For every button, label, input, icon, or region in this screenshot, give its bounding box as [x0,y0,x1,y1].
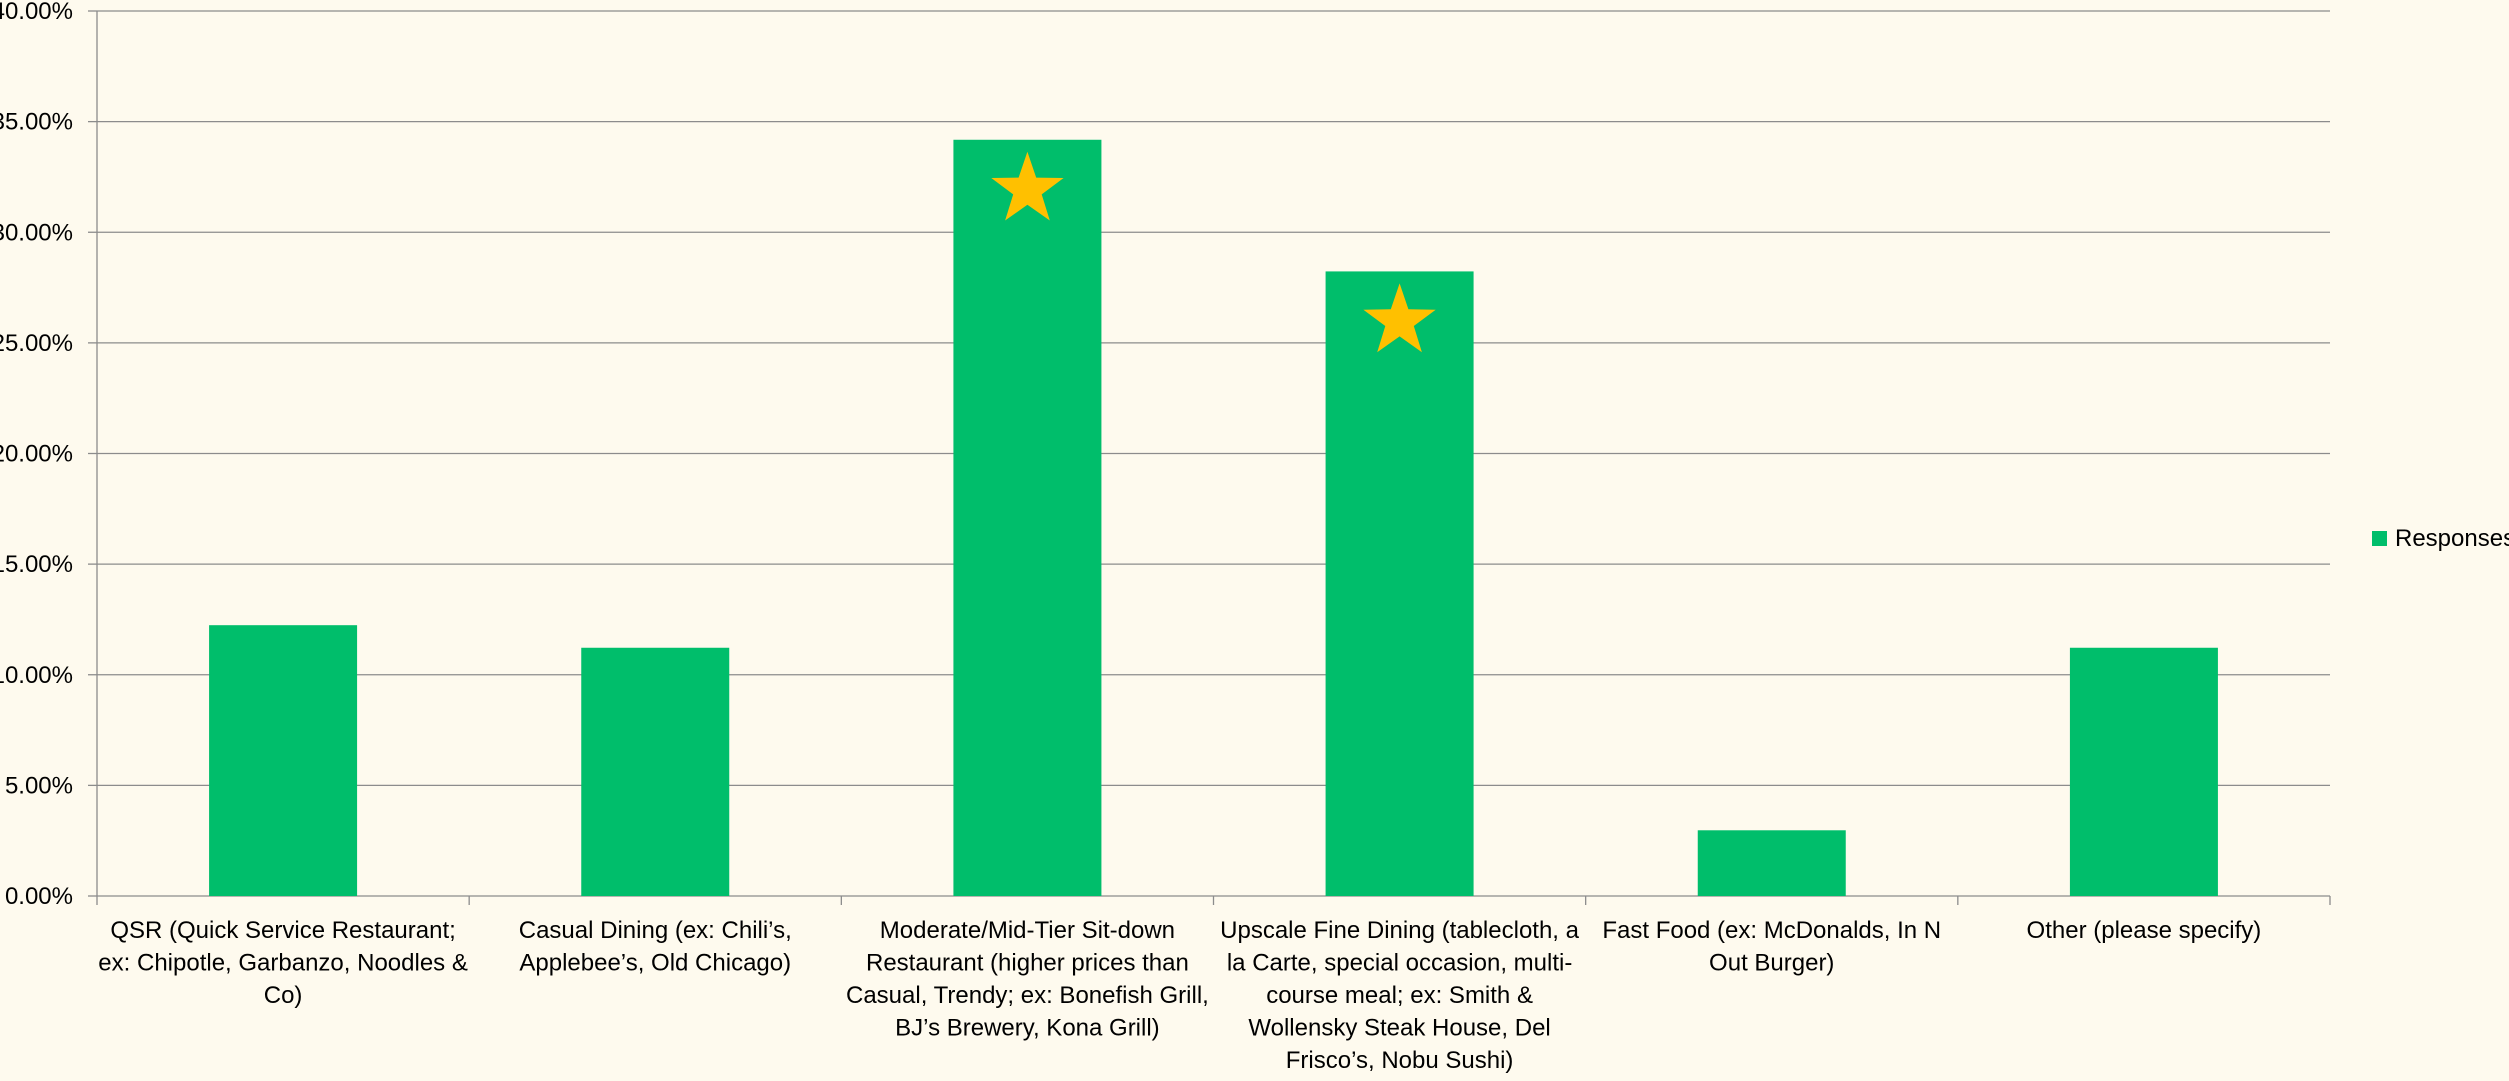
y-tick-label: 0.00% [5,883,73,910]
x-tick-label-line: Fast Food (ex: McDonalds, In N [1602,917,1941,944]
y-tick-label: 25.00% [0,330,73,357]
bar [1325,271,1474,896]
x-tick-label: Fast Food (ex: McDonalds, In N Out Burger… [1602,917,1941,977]
y-tick-label: 35.00% [0,109,73,136]
x-tick-label-line: Co) [264,982,303,1009]
x-tick-label-line: course meal; ex: Smith & [1266,982,1533,1009]
y-tick-label: 5.00% [5,772,73,799]
x-tick-label-line: Casual Dining (ex: Chili’s, [519,917,792,944]
y-tick-label: 30.00% [0,219,73,246]
legend-swatch [2372,531,2387,546]
x-tick-label-line: Wollensky Steak House, Del [1248,1015,1550,1042]
highlight-markers [991,151,1436,353]
gridlines [97,10,2330,787]
bar [2069,647,2218,896]
x-tick-label-line: Out Burger) [1709,950,1834,977]
legend: Responses [2372,525,2509,552]
x-tick-label-line: Applebee’s, Old Chicago) [519,950,791,977]
x-tick-label-line: Casual, Trendy; ex: Bonefish Grill, [846,982,1209,1009]
x-tick-label: QSR (Quick Service Restaurant; ex: Chipot… [98,917,468,1009]
y-tick-label: 10.00% [0,662,73,689]
x-tick-label-line: BJ’s Brewery, Kona Grill) [895,1015,1160,1042]
y-tick-label: 20.00% [0,441,73,468]
x-tick-label: Casual Dining (ex: Chili’s, Applebee’s, O… [519,917,792,977]
bars [209,139,2218,896]
x-tick-label-line: Upscale Fine Dining (tablecloth, a [1220,917,1580,944]
x-tick-label-line: ex: Chipotle, Garbanzo, Noodles & [98,950,468,977]
y-axis-ticks: 0.00% 5.00% 10.00% 15.00% 20.00% 25.00% 30.00%… [0,0,73,910]
x-tick-label-line: QSR (Quick Service Restaurant; [110,917,455,944]
x-tick-label: Other (please specify) [2027,917,2262,944]
x-tick-label-line: la Carte, special occasion, multi- [1227,950,1572,977]
x-tick-label-line: Restaurant (higher prices than [866,950,1189,977]
x-tick-label: Moderate/Mid-Tier Sit-down Restaurant (hi… [846,917,1209,1042]
bar [1697,830,1846,896]
x-axis-ticks: QSR (Quick Service Restaurant; ex: Chipot… [98,917,2261,1074]
y-tick-label: 40.00% [0,0,73,25]
bar [953,139,1102,896]
axes [88,10,2331,905]
bar [581,647,730,896]
bar [209,625,358,896]
x-tick-label-line: Frisco’s, Nobu Sushi) [1286,1047,1514,1074]
x-tick-label: Upscale Fine Dining (tablecloth, a la Car… [1220,917,1580,1074]
x-tick-label-line: Moderate/Mid-Tier Sit-down [880,917,1175,944]
y-tick-label: 15.00% [0,551,73,578]
legend-label: Responses [2395,525,2509,552]
x-tick-label-line: Other (please specify) [2027,917,2262,944]
star-icon [991,151,1064,221]
star-icon [1363,283,1436,353]
